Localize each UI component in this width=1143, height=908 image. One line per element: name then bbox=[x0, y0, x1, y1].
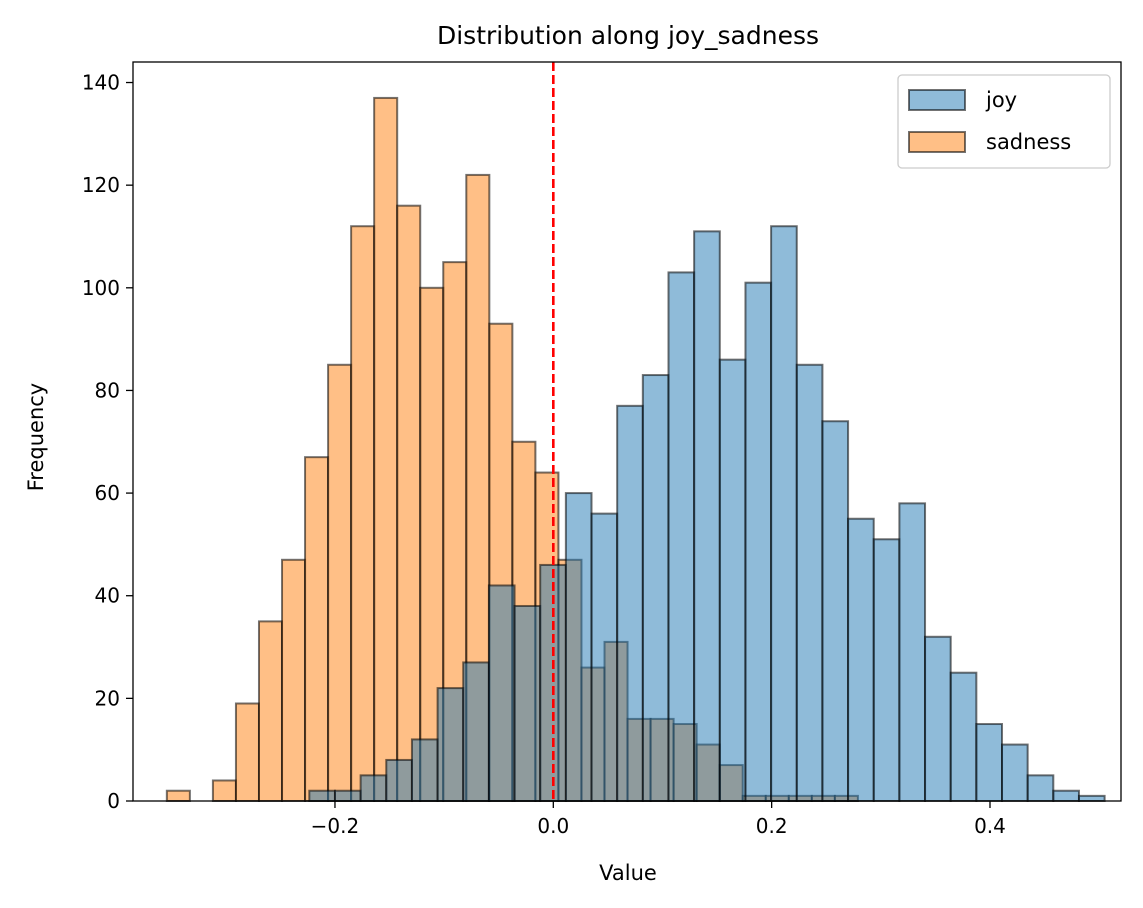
bar-joy bbox=[641, 374, 670, 802]
y-tick-label: 80 bbox=[95, 378, 120, 402]
x-tick-label: 0.4 bbox=[974, 814, 1006, 838]
bar-joy bbox=[487, 584, 516, 802]
bar-joy bbox=[564, 492, 593, 802]
bar-sadness bbox=[257, 620, 284, 803]
y-tick-label: 40 bbox=[95, 584, 120, 608]
bar-joy bbox=[693, 230, 721, 802]
y-axis-label: Frequency bbox=[24, 383, 48, 492]
bar-joy bbox=[1052, 789, 1080, 802]
bar-joy bbox=[385, 758, 413, 803]
legend-swatch-sadness bbox=[908, 131, 966, 153]
bar-joy bbox=[975, 723, 1004, 802]
bar-joy bbox=[795, 363, 824, 802]
bar-joy bbox=[770, 225, 798, 802]
bar-sadness bbox=[327, 363, 353, 802]
bar-joy bbox=[308, 789, 336, 802]
bar-sadness bbox=[281, 558, 307, 802]
bar-joy bbox=[590, 512, 619, 802]
bar-joy bbox=[898, 502, 927, 802]
series-joy-bars bbox=[308, 225, 1106, 803]
bar-joy bbox=[436, 687, 465, 803]
x-tick-label: −0.2 bbox=[311, 814, 360, 838]
legend: joy sadness bbox=[897, 74, 1111, 169]
bar-joy bbox=[359, 774, 388, 802]
bar-sadness bbox=[211, 779, 237, 803]
x-tick-label: 0.0 bbox=[537, 814, 569, 838]
bar-sadness bbox=[304, 456, 330, 802]
plot-area bbox=[132, 61, 1122, 803]
y-tick-label: 60 bbox=[95, 481, 120, 505]
legend-label-joy: joy bbox=[985, 88, 1017, 112]
y-tick-label: 20 bbox=[95, 686, 120, 710]
bar-joy bbox=[924, 635, 952, 802]
bar-sadness bbox=[234, 702, 260, 802]
bar-joy bbox=[462, 661, 490, 802]
bar-joy bbox=[667, 271, 696, 802]
x-axis-label: Value bbox=[599, 861, 657, 885]
bar-joy bbox=[1026, 774, 1055, 802]
chart-title: Distribution along joy_sadness bbox=[437, 21, 819, 50]
legend-label-sadness: sadness bbox=[986, 130, 1071, 154]
x-axis: −0.2 0.0 0.2 0.4 bbox=[311, 801, 1006, 838]
bar-joy bbox=[872, 538, 901, 802]
bar-sadness bbox=[396, 204, 422, 802]
x-tick-label: 0.2 bbox=[756, 814, 788, 838]
bar-sadness bbox=[373, 96, 399, 803]
y-tick-label: 100 bbox=[82, 276, 120, 300]
bar-joy bbox=[718, 358, 747, 802]
y-tick-label: 120 bbox=[82, 173, 120, 197]
bar-joy bbox=[1077, 794, 1106, 802]
bar-joy bbox=[744, 281, 773, 803]
bar-joy bbox=[333, 789, 362, 802]
y-axis: 0 20 40 60 80 100 120 140 bbox=[82, 71, 133, 813]
bar-joy bbox=[410, 738, 439, 803]
plot-frame bbox=[132, 61, 1122, 802]
bar-sadness bbox=[165, 789, 191, 802]
bar-sadness bbox=[350, 225, 376, 802]
bar-joy bbox=[616, 404, 644, 802]
bar-joy bbox=[1001, 743, 1029, 802]
bar-joy bbox=[513, 604, 542, 802]
y-tick-label: 140 bbox=[82, 71, 120, 95]
bar-joy bbox=[821, 420, 850, 802]
y-tick-label: 0 bbox=[107, 789, 120, 813]
bar-joy bbox=[847, 517, 875, 802]
bar-joy bbox=[949, 671, 978, 803]
legend-swatch-joy bbox=[908, 89, 966, 111]
